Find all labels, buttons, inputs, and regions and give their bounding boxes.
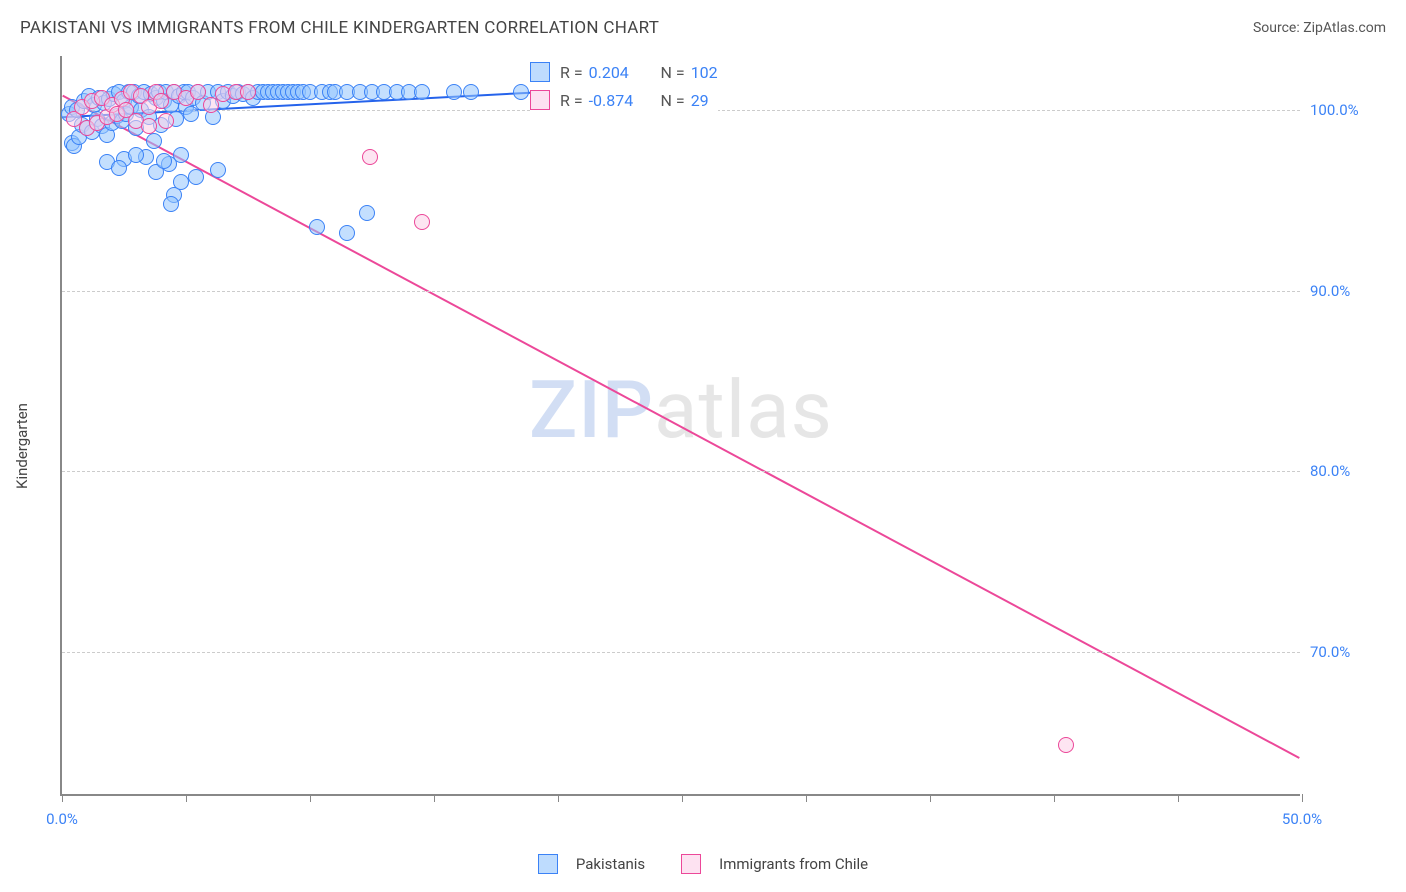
data-point [190, 84, 206, 100]
y-tick-label: 90.0% [1310, 282, 1380, 300]
stat-n-value: 102 [691, 63, 718, 82]
legend-swatch [530, 62, 550, 82]
data-point [188, 169, 204, 185]
x-tick [1178, 794, 1179, 802]
legend-label: Immigrants from Chile [719, 855, 868, 873]
x-tick [930, 794, 931, 802]
stat-r-value: -0.874 [589, 91, 649, 110]
chart-header: PAKISTANI VS IMMIGRANTS FROM CHILE KINDE… [0, 0, 1406, 48]
data-point [1058, 737, 1074, 753]
stats-row: R = -0.874 N = 29 [530, 86, 718, 114]
data-point [240, 84, 256, 100]
data-point [156, 153, 172, 169]
legend-swatch [538, 854, 558, 874]
stat-r-label: R = [560, 63, 583, 82]
x-tick [806, 794, 807, 802]
watermark-zip: ZIP [529, 363, 654, 457]
x-tick [310, 794, 311, 802]
data-point [463, 84, 479, 100]
data-point [339, 225, 355, 241]
stat-n-label: N = [661, 63, 685, 82]
data-point [359, 205, 375, 221]
gridline [62, 652, 1300, 653]
legend-label: Pakistanis [576, 855, 645, 873]
x-tick [62, 794, 63, 802]
x-tick [682, 794, 683, 802]
gridline [62, 291, 1300, 292]
legend-item: Pakistanis [538, 854, 645, 874]
x-tick-label: 50.0% [1282, 810, 1322, 828]
data-point [446, 84, 462, 100]
x-tick-label: 0.0% [46, 810, 78, 828]
data-point [309, 219, 325, 235]
gridline [62, 471, 1300, 472]
data-point [414, 214, 430, 230]
data-point [141, 118, 157, 134]
data-point [414, 84, 430, 100]
legend: Pakistanis Immigrants from Chile [0, 854, 1406, 874]
stat-r-label: R = [560, 91, 583, 110]
data-point [146, 133, 162, 149]
data-point [362, 149, 378, 165]
stat-r-value: 0.204 [589, 63, 649, 82]
data-point [128, 147, 144, 163]
legend-swatch [530, 90, 550, 110]
stats-box: R = 0.204 N = 102R = -0.874 N = 29 [530, 58, 718, 114]
data-point [158, 113, 174, 129]
watermark: ZIPatlas [529, 363, 833, 457]
y-tick-label: 70.0% [1310, 643, 1380, 661]
x-tick [434, 794, 435, 802]
watermark-atlas: atlas [654, 363, 833, 457]
trend-line [63, 96, 1300, 758]
x-tick [186, 794, 187, 802]
scatter-chart: ZIPatlas 70.0%80.0%90.0%100.0%0.0%50.0% [60, 56, 1300, 796]
y-tick-label: 100.0% [1310, 101, 1380, 119]
x-tick [558, 794, 559, 802]
x-tick [1054, 794, 1055, 802]
stat-n-label: N = [661, 91, 685, 110]
chart-title: PAKISTANI VS IMMIGRANTS FROM CHILE KINDE… [20, 18, 659, 38]
source-attribution: Source: ZipAtlas.com [1253, 20, 1386, 36]
legend-swatch [681, 854, 701, 874]
data-point [210, 162, 226, 178]
data-point [163, 196, 179, 212]
stat-n-value: 29 [691, 91, 709, 110]
trend-lines [62, 56, 1300, 794]
stats-row: R = 0.204 N = 102 [530, 58, 718, 86]
data-point [513, 84, 529, 100]
data-point [111, 160, 127, 176]
legend-item: Immigrants from Chile [681, 854, 868, 874]
data-point [173, 174, 189, 190]
y-tick-label: 80.0% [1310, 462, 1380, 480]
y-axis-label: Kindergarten [13, 403, 31, 489]
x-tick [1302, 794, 1303, 802]
data-point [173, 147, 189, 163]
